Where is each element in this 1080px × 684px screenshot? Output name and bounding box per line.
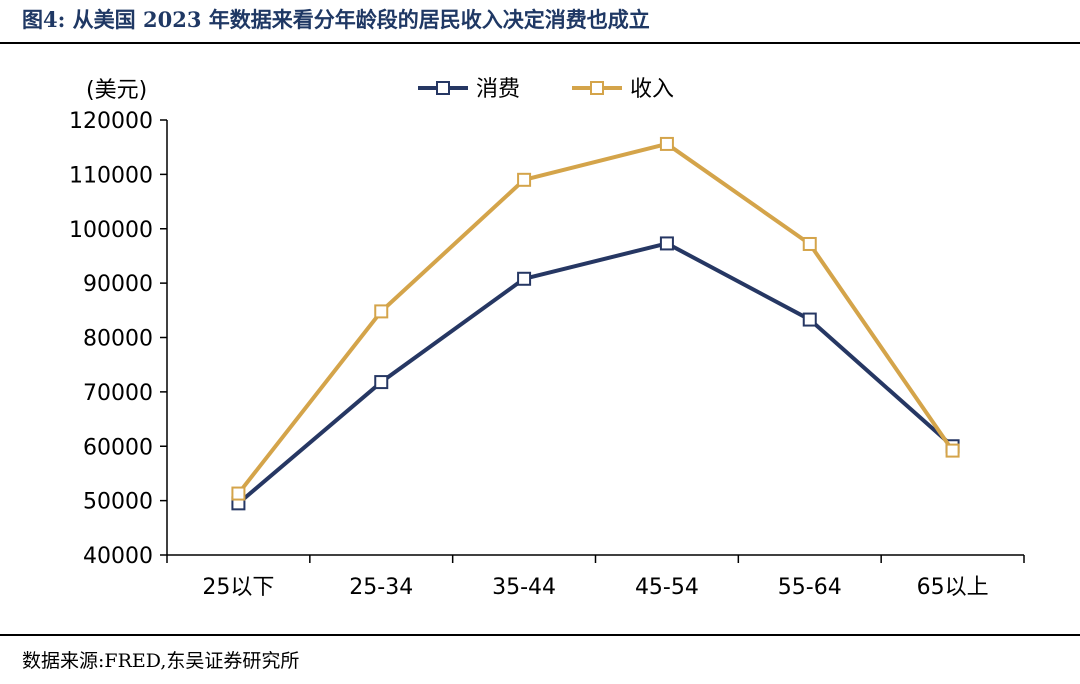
y-tick-label: 120000	[69, 109, 153, 134]
line-chart: (美元) 消费 收入 40000 50000 60000 70000 80000 90000…	[69, 77, 1025, 600]
data-point-marker	[231, 486, 246, 501]
data-point-marker	[802, 312, 817, 327]
data-point-marker	[659, 136, 674, 151]
axes: 40000 50000 60000 70000 80000 90000 100000 1100…	[69, 109, 1025, 600]
legend-label: 收入	[630, 77, 674, 102]
series-consumption	[231, 236, 960, 511]
data-point-marker	[517, 172, 532, 187]
y-tick-label: 70000	[83, 381, 153, 406]
series-layer	[231, 136, 960, 511]
data-point-marker	[374, 375, 389, 390]
legend-item-consumption: 消费	[418, 77, 520, 102]
y-tick-label: 50000	[83, 490, 153, 515]
y-tick-label: 80000	[83, 327, 153, 352]
y-axis-unit-label: (美元)	[86, 78, 147, 103]
x-tick-label: 25以下	[202, 575, 274, 600]
data-point-marker	[659, 236, 674, 251]
y-tick-label: 90000	[83, 272, 153, 297]
data-point-marker	[374, 304, 389, 319]
data-point-marker	[517, 271, 532, 286]
x-tick-label: 55-64	[778, 575, 842, 600]
y-tick-label: 60000	[83, 435, 153, 460]
legend-item-income: 收入	[572, 77, 674, 102]
data-point-marker	[945, 443, 960, 458]
legend-marker	[590, 81, 604, 95]
x-tick-label: 25-34	[349, 575, 413, 600]
top-rule	[0, 42, 1080, 44]
legend: 消费 收入	[418, 77, 674, 102]
x-tick-label: 35-44	[492, 575, 556, 600]
series-line	[236, 141, 955, 495]
figure-title: 图4: 从美国 2023 年数据来看分年龄段的居民收入决定消费也成立	[22, 7, 650, 32]
legend-label: 消费	[476, 77, 520, 102]
legend-marker	[436, 81, 450, 95]
bottom-rule	[0, 634, 1080, 636]
y-tick-label: 110000	[69, 163, 153, 188]
series-income	[231, 136, 960, 501]
x-tick-label: 45-54	[635, 575, 699, 600]
y-tick-label: 100000	[69, 218, 153, 243]
series-line	[237, 241, 954, 505]
data-point-marker	[802, 236, 817, 251]
source-note: 数据来源:FRED,东吴证券研究所	[22, 650, 300, 672]
y-tick-label: 40000	[83, 544, 153, 569]
x-tick-label: 65以上	[917, 575, 989, 600]
